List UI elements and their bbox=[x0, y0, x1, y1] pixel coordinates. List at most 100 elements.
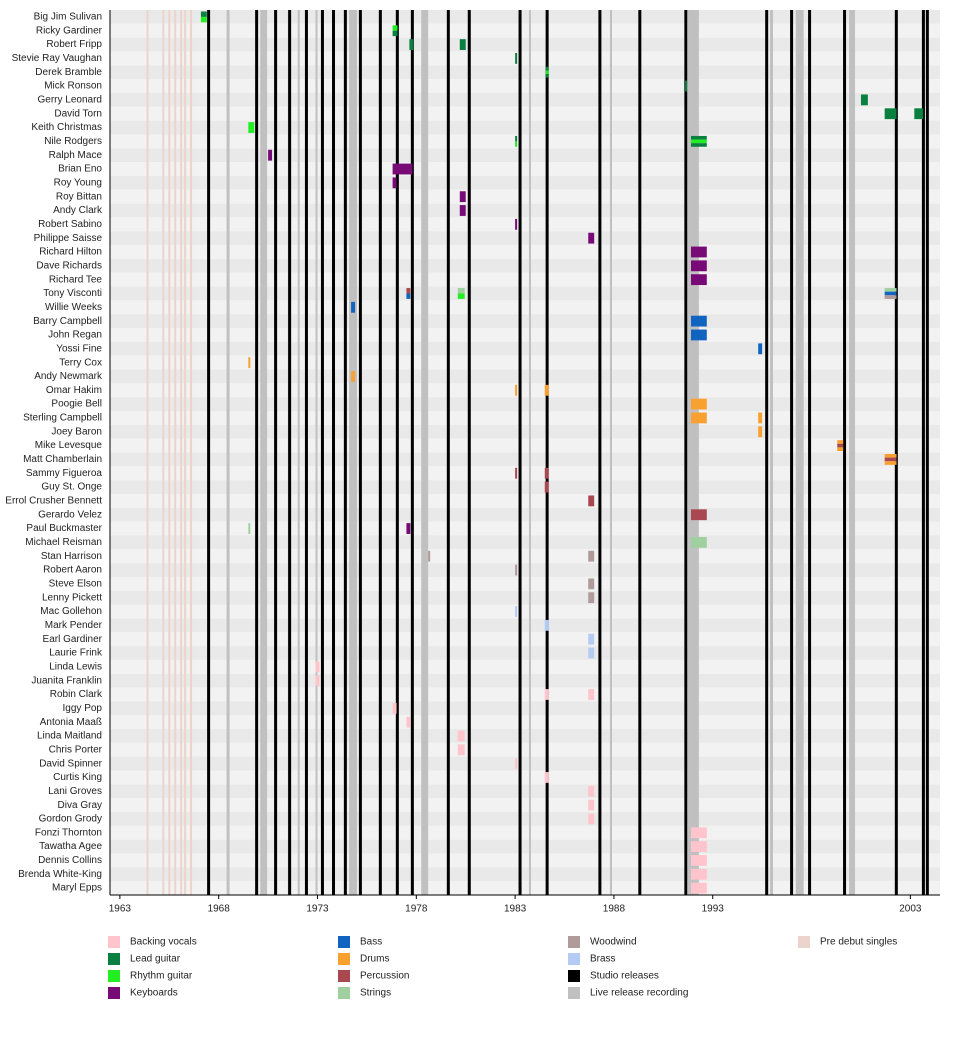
member-name: David Torn bbox=[54, 108, 102, 119]
member-span bbox=[545, 70, 549, 75]
row-background bbox=[110, 51, 940, 66]
row-background bbox=[110, 148, 940, 163]
studio-release bbox=[843, 10, 847, 895]
live-recording bbox=[609, 10, 612, 895]
row-background bbox=[110, 729, 940, 743]
member-name: Sterling Campbell bbox=[23, 413, 102, 424]
member-span bbox=[837, 440, 844, 444]
member-name: Tony Visconti bbox=[43, 288, 102, 299]
member-name: Robert Aaron bbox=[43, 565, 102, 576]
legend-label: Drums bbox=[360, 954, 389, 965]
member-span bbox=[691, 509, 707, 521]
legend-label: Strings bbox=[360, 988, 391, 999]
member-span bbox=[884, 295, 897, 299]
member-span bbox=[392, 25, 398, 31]
member-span bbox=[691, 868, 707, 880]
legend-swatch bbox=[338, 936, 350, 948]
member-span bbox=[351, 301, 356, 313]
x-tick-label: 1988 bbox=[603, 904, 626, 915]
row-background bbox=[110, 203, 940, 218]
studio-release bbox=[545, 10, 549, 895]
member-name: Matt Chamberlain bbox=[23, 454, 102, 465]
row-background bbox=[110, 881, 940, 895]
member-span bbox=[459, 191, 466, 203]
member-name: Roy Bittan bbox=[56, 191, 102, 202]
pre-debut-single bbox=[190, 10, 193, 895]
row-background bbox=[110, 507, 940, 522]
row-background bbox=[110, 867, 940, 882]
member-span bbox=[685, 80, 688, 92]
member-span bbox=[691, 827, 707, 839]
legend-label: Keyboards bbox=[130, 988, 178, 999]
member-span bbox=[758, 343, 763, 355]
row-background bbox=[110, 563, 940, 577]
member-span bbox=[392, 169, 413, 175]
member-span bbox=[691, 139, 707, 144]
row-background bbox=[110, 742, 940, 757]
member-name: Lani Groves bbox=[48, 786, 102, 797]
member-span bbox=[459, 205, 466, 216]
member-span bbox=[588, 689, 595, 700]
member-span bbox=[588, 647, 595, 659]
member-name: Yossi Fine bbox=[56, 343, 102, 354]
row-background bbox=[110, 134, 940, 149]
studio-release bbox=[638, 10, 642, 895]
legend-swatch bbox=[108, 987, 120, 999]
legend-swatch bbox=[108, 953, 120, 965]
member-name: Antonia Maaß bbox=[40, 717, 102, 728]
row-background bbox=[110, 604, 940, 619]
row-background bbox=[110, 65, 940, 80]
member-name: Mac Gollehon bbox=[40, 606, 102, 617]
member-span bbox=[248, 122, 255, 133]
row-background bbox=[110, 383, 940, 398]
member-span bbox=[515, 218, 518, 230]
member-name: Linda Lewis bbox=[49, 661, 102, 672]
legend-swatch bbox=[338, 953, 350, 965]
member-name: Fonzi Thornton bbox=[35, 827, 102, 838]
row-background bbox=[110, 659, 940, 674]
member-name: Sammy Figueroa bbox=[26, 468, 103, 479]
studio-release bbox=[304, 10, 308, 895]
member-span bbox=[515, 384, 518, 396]
row-background bbox=[110, 701, 940, 716]
row-background bbox=[110, 424, 940, 439]
live-recording bbox=[297, 10, 300, 895]
row-background bbox=[110, 825, 940, 840]
studio-release bbox=[395, 10, 399, 895]
member-span bbox=[758, 426, 763, 438]
row-background bbox=[110, 245, 940, 259]
studio-release bbox=[925, 10, 929, 895]
member-name: Andy Clark bbox=[53, 205, 103, 216]
member-name: Mark Pender bbox=[45, 620, 103, 631]
member-span bbox=[691, 143, 707, 147]
member-span bbox=[758, 412, 763, 424]
live-recording bbox=[226, 10, 230, 895]
pre-debut-single bbox=[174, 10, 177, 895]
member-name: Gordon Grody bbox=[39, 814, 102, 825]
row-background bbox=[110, 576, 940, 591]
member-name: Roy Young bbox=[54, 177, 102, 188]
member-span bbox=[884, 457, 897, 462]
member-span bbox=[315, 675, 320, 687]
member-name: Curtis King bbox=[53, 772, 102, 783]
member-name: Richard Hilton bbox=[39, 247, 102, 258]
member-span bbox=[545, 74, 549, 78]
row-background bbox=[110, 687, 940, 702]
row-background bbox=[110, 79, 940, 93]
member-name: Iggy Pop bbox=[63, 703, 103, 714]
studio-release bbox=[320, 10, 324, 895]
legend-label: Backing vocals bbox=[130, 937, 197, 948]
member-name: Big Jim Sulivan bbox=[34, 12, 102, 23]
x-tick-label: 2003 bbox=[899, 904, 922, 915]
live-recording bbox=[421, 10, 429, 895]
member-name: Stan Harrison bbox=[41, 551, 102, 562]
row-background bbox=[110, 162, 940, 176]
live-recording bbox=[770, 10, 774, 895]
member-span bbox=[459, 39, 466, 50]
row-background bbox=[110, 618, 940, 633]
row-background bbox=[110, 355, 940, 370]
member-span bbox=[588, 633, 595, 645]
studio-release bbox=[894, 10, 898, 895]
member-name: Laurie Frink bbox=[49, 648, 103, 659]
row-background bbox=[110, 37, 940, 52]
